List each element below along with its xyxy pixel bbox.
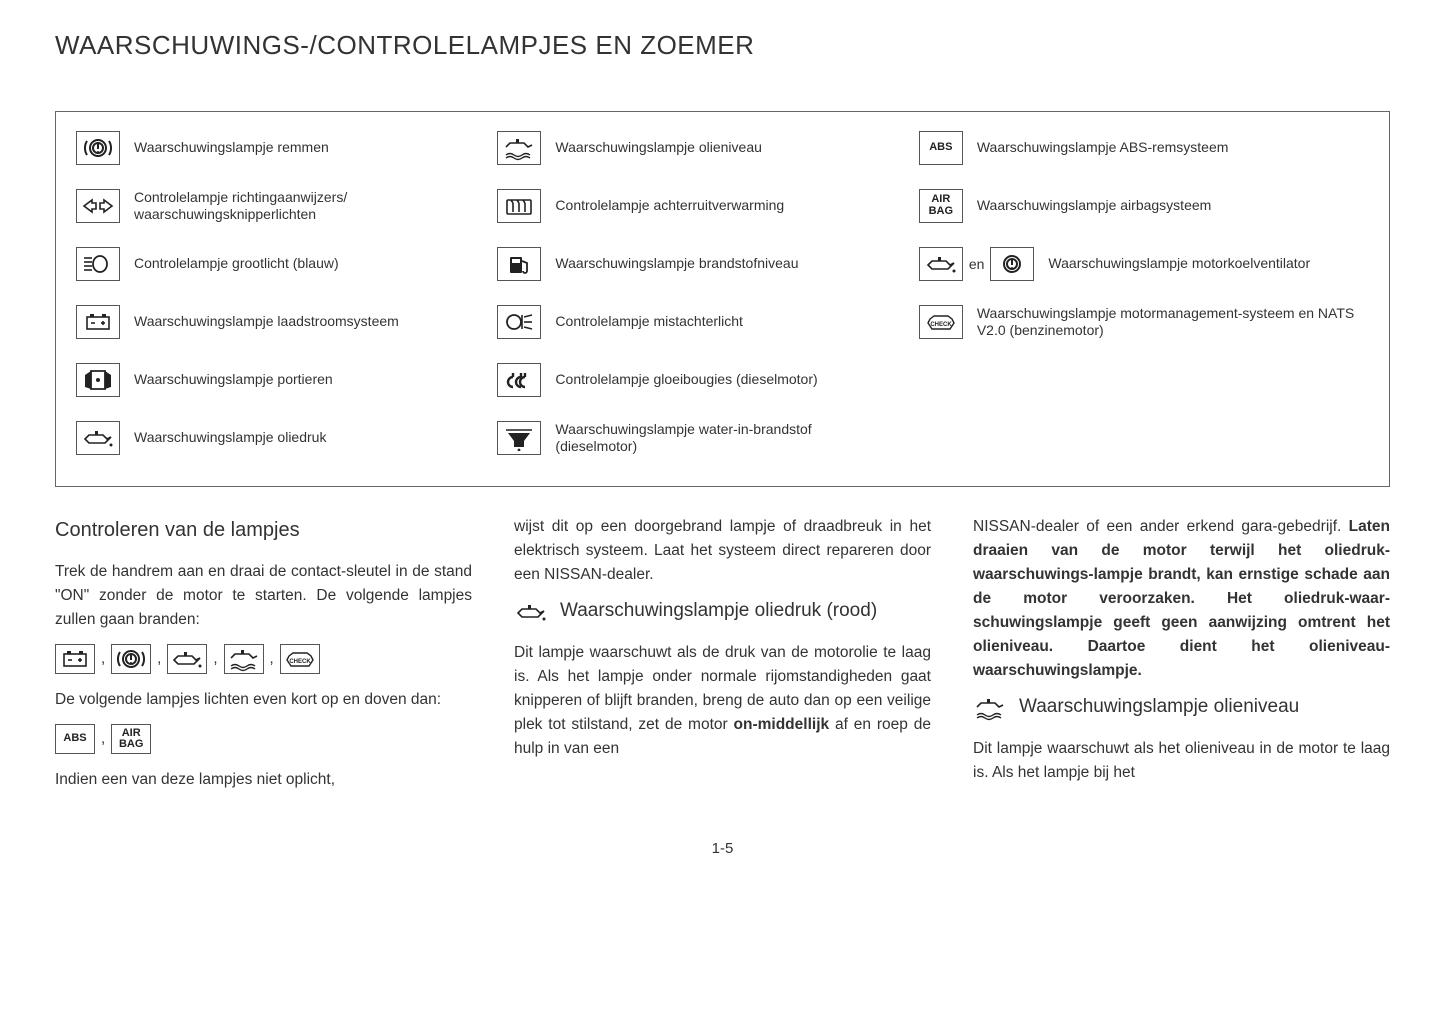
paragraph: Indien een van deze lampjes niet oplicht… xyxy=(55,768,472,792)
table-row: ABS Waarschuwingslampje ABS-remsysteem xyxy=(919,128,1369,168)
table-col2: Waarschuwingslampje olieniveau Controlela… xyxy=(497,128,888,476)
inline-icons-1: ,,,, xyxy=(55,644,472,674)
brake-warning-icon xyxy=(76,131,120,165)
icon-label: Waarschuwingslampje portieren xyxy=(134,371,333,389)
check-engine-icon xyxy=(280,644,320,674)
icon-label: Waarschuwingslampje remmen xyxy=(134,139,329,157)
turn-signals-icon xyxy=(76,189,120,223)
conjunction: en xyxy=(969,256,985,272)
table-row: Controlelampje richtingaanwijzers/ waars… xyxy=(76,186,467,226)
icon-label: Waarschuwingslampje water-in-brandstof (… xyxy=(555,421,888,456)
icon-label: Controlelampje grootlicht (blauw) xyxy=(134,255,339,273)
table-col3: ABS Waarschuwingslampje ABS-remsysteem AIR… xyxy=(919,128,1369,476)
water-in-fuel-icon xyxy=(497,421,541,455)
body-col1: Controleren van de lampjes Trek de handr… xyxy=(55,515,472,804)
rear-defrost-icon xyxy=(497,189,541,223)
oil-level-icon xyxy=(497,131,541,165)
table-row: Waarschuwingslampje brandstofniveau xyxy=(497,244,888,284)
icon-label: Controlelampje richtingaanwijzers/ waars… xyxy=(134,189,467,224)
airbag-text-icon: AIR BAG xyxy=(111,724,151,754)
indicator-table: Waarschuwingslampje remmen Controlelampje… xyxy=(55,111,1390,487)
oil-pressure-icon xyxy=(919,247,963,281)
page-title: WAARSCHUWINGS-/CONTROLELAMPJES EN ZOEMER xyxy=(55,30,1390,61)
page-number: 1-5 xyxy=(55,840,1390,857)
table-row: Controlelampje mistachterlicht xyxy=(497,302,888,342)
icon-label: Controlelampje achterruitverwarming xyxy=(555,197,784,215)
abs-text-icon: ABS xyxy=(919,131,963,165)
sub-heading-text: Waarschuwingslampje olieniveau xyxy=(1019,695,1299,719)
high-beam-icon xyxy=(76,247,120,281)
table-row: Waarschuwingslampje laadstroomsysteem xyxy=(76,302,467,342)
check-engine-icon xyxy=(919,305,963,339)
icon-label: Controlelampje gloeibougies (dieselmotor… xyxy=(555,371,817,389)
icon-label: Waarschuwingslampje motorkoelventilator xyxy=(1048,255,1310,273)
door-ajar-icon xyxy=(76,363,120,397)
inline-icons-2: ABS,AIR BAG xyxy=(55,724,472,754)
fuel-icon xyxy=(497,247,541,281)
body-col3: NISSAN-dealer of een ander erkend gara-g… xyxy=(973,515,1390,804)
table-row: Waarschuwingslampje remmen xyxy=(76,128,467,168)
oil-level-icon xyxy=(973,695,1007,729)
table-row: AIR BAG Waarschuwingslampje airbagsysteem xyxy=(919,186,1369,226)
battery-icon xyxy=(76,305,120,339)
rear-fog-icon xyxy=(497,305,541,339)
oil-pressure-icon xyxy=(514,599,548,633)
icon-label: Controlelampje mistachterlicht xyxy=(555,313,743,331)
abs-text-icon: ABS xyxy=(55,724,95,754)
sub-heading-text: Waarschuwingslampje oliedruk (rood) xyxy=(560,599,877,623)
icon-label: Waarschuwingslampje laadstroomsysteem xyxy=(134,313,399,331)
paragraph: Dit lampje waarschuwt als het olieniveau… xyxy=(973,737,1390,785)
icon-label: Waarschuwingslampje motormanagement-syst… xyxy=(977,305,1369,340)
section-heading: Controleren van de lampjes xyxy=(55,515,472,546)
icon-label: Waarschuwingslampje ABS-remsysteem xyxy=(977,139,1229,157)
sub-heading-oil-level: Waarschuwingslampje olieniveau xyxy=(973,695,1390,729)
table-row: Waarschuwingslampje motormanagement-syst… xyxy=(919,302,1369,342)
table-row: Waarschuwingslampje oliedruk xyxy=(76,418,467,458)
icon-label: Waarschuwingslampje brandstofniveau xyxy=(555,255,798,273)
body-text: Controleren van de lampjes Trek de handr… xyxy=(55,515,1390,804)
sub-heading-oil-pressure: Waarschuwingslampje oliedruk (rood) xyxy=(514,599,931,633)
temp-warning-icon xyxy=(990,247,1034,281)
table-row: Controlelampje achterruitverwarming xyxy=(497,186,888,226)
oil-pressure-icon xyxy=(76,421,120,455)
table-row: Waarschuwingslampje water-in-brandstof (… xyxy=(497,418,888,458)
airbag-text-icon: AIR BAG xyxy=(919,189,963,223)
paragraph: wijst dit op een doorgebrand lampje of d… xyxy=(514,515,931,587)
body-col2: wijst dit op een doorgebrand lampje of d… xyxy=(514,515,931,804)
oil-level-icon xyxy=(224,644,264,674)
glow-plug-icon xyxy=(497,363,541,397)
oil-pressure-icon xyxy=(167,644,207,674)
icon-label: Waarschuwingslampje oliedruk xyxy=(134,429,326,447)
table-row: Waarschuwingslampje olieniveau xyxy=(497,128,888,168)
table-row: Controlelampje gloeibougies (dieselmotor… xyxy=(497,360,888,400)
paragraph: NISSAN-dealer of een ander erkend gara-g… xyxy=(973,515,1390,683)
table-col1: Waarschuwingslampje remmen Controlelampje… xyxy=(76,128,467,476)
paragraph: De volgende lampjes lichten even kort op… xyxy=(55,688,472,712)
table-row: en Waarschuwingslampje motorkoelventilato… xyxy=(919,244,1369,284)
table-row: Waarschuwingslampje portieren xyxy=(76,360,467,400)
battery-icon xyxy=(55,644,95,674)
icon-label: Waarschuwingslampje airbagsysteem xyxy=(977,197,1211,215)
paragraph: Trek de handrem aan en draai de contact-… xyxy=(55,560,472,632)
icon-label: Waarschuwingslampje olieniveau xyxy=(555,139,761,157)
brake-warning-icon xyxy=(111,644,151,674)
table-row: Controlelampje grootlicht (blauw) xyxy=(76,244,467,284)
paragraph: Dit lampje waarschuwt als de druk van de… xyxy=(514,641,931,761)
